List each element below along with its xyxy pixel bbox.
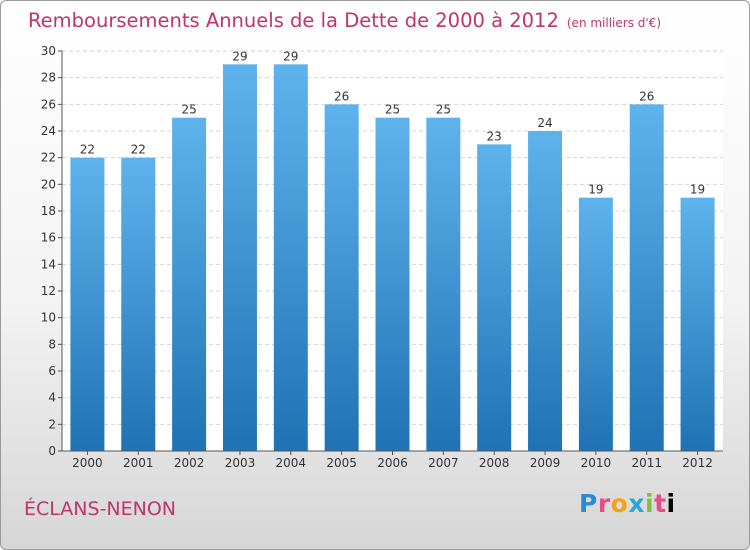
x-tick-label: 2006 bbox=[377, 456, 408, 470]
x-tick-label: 2005 bbox=[326, 456, 357, 470]
data-label: 19 bbox=[588, 183, 603, 197]
logo-letter: i bbox=[666, 489, 676, 518]
bar bbox=[578, 197, 613, 451]
bar bbox=[680, 197, 715, 451]
bar bbox=[172, 117, 207, 452]
bar bbox=[528, 131, 563, 451]
x-tick-label: 2002 bbox=[174, 456, 205, 470]
x-tick-label: 2003 bbox=[225, 456, 256, 470]
data-label: 19 bbox=[690, 183, 705, 197]
x-tick-label: 2011 bbox=[631, 456, 662, 470]
y-tick-label: 26 bbox=[41, 97, 56, 111]
data-label: 26 bbox=[639, 89, 654, 103]
bar bbox=[273, 64, 308, 452]
bar bbox=[375, 117, 410, 452]
chart-unit: (en milliers d'€) bbox=[566, 16, 661, 30]
logo-letter: x bbox=[628, 489, 645, 518]
commune-name: ÉCLANS-NENON bbox=[24, 498, 177, 520]
data-label: 25 bbox=[181, 103, 196, 117]
y-tick-label: 24 bbox=[41, 124, 56, 138]
logo-letter: P bbox=[579, 489, 598, 518]
logo-letter: i bbox=[645, 489, 655, 518]
y-tick-label: 2 bbox=[48, 417, 56, 431]
y-tick-label: 30 bbox=[41, 44, 56, 58]
data-label: 26 bbox=[334, 89, 349, 103]
bar bbox=[629, 104, 664, 451]
bar bbox=[222, 64, 257, 452]
y-tick-label: 0 bbox=[48, 444, 56, 458]
data-label: 24 bbox=[537, 116, 552, 130]
x-tick-label: 2010 bbox=[581, 456, 612, 470]
y-tick-label: 16 bbox=[41, 231, 56, 245]
data-label: 25 bbox=[436, 103, 451, 117]
x-tick-label: 2008 bbox=[479, 456, 510, 470]
chart-title-text: Remboursements Annuels de la Dette de 20… bbox=[28, 9, 559, 32]
bar bbox=[121, 157, 156, 451]
logo-letter: r bbox=[597, 489, 611, 518]
x-tick-label: 2004 bbox=[276, 456, 307, 470]
y-tick-label: 20 bbox=[41, 177, 56, 191]
logo-letter: t bbox=[654, 489, 667, 518]
chart-title: Remboursements Annuels de la Dette de 20… bbox=[28, 9, 661, 32]
x-tick-label: 2009 bbox=[530, 456, 561, 470]
bars-layer bbox=[70, 64, 715, 452]
x-tick-label: 2001 bbox=[123, 456, 154, 470]
data-label: 22 bbox=[131, 143, 146, 157]
bar bbox=[426, 117, 461, 452]
y-tick-label: 28 bbox=[41, 71, 56, 85]
y-tick-label: 4 bbox=[48, 391, 56, 405]
y-tick-label: 22 bbox=[41, 151, 56, 165]
x-tick-label: 2007 bbox=[428, 456, 459, 470]
data-label: 23 bbox=[487, 129, 502, 143]
proxiti-logo: Proxiti bbox=[579, 489, 676, 518]
y-tick-label: 12 bbox=[41, 284, 56, 298]
y-tick-label: 14 bbox=[41, 257, 56, 271]
data-label: 22 bbox=[80, 143, 95, 157]
data-label: 25 bbox=[385, 103, 400, 117]
logo-letter: o bbox=[610, 489, 629, 518]
data-label: 29 bbox=[232, 49, 247, 63]
bar bbox=[70, 157, 105, 451]
data-label: 29 bbox=[283, 49, 298, 63]
y-tick-label: 8 bbox=[48, 337, 56, 351]
bar bbox=[477, 144, 512, 452]
labels-layer: 22 22 25 29 29 26 25 25 23 24 19 26 19 bbox=[80, 49, 705, 196]
y-tick-label: 10 bbox=[41, 311, 56, 325]
y-tick-label: 6 bbox=[48, 364, 56, 378]
x-tick-label: 2012 bbox=[682, 456, 713, 470]
y-tick-label: 18 bbox=[41, 204, 56, 218]
x-tick-label: 2000 bbox=[72, 456, 103, 470]
bar bbox=[324, 104, 359, 451]
